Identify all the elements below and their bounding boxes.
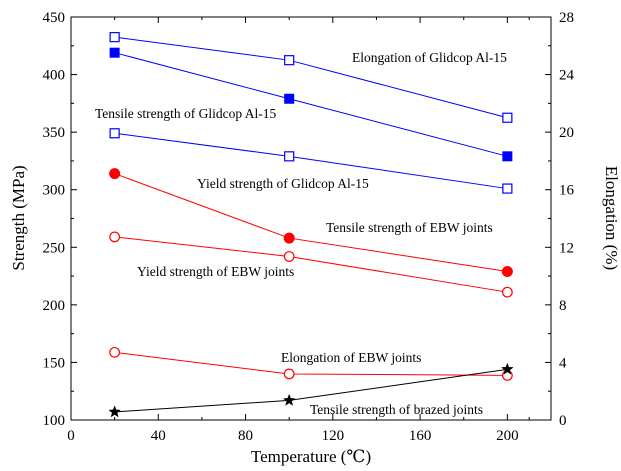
- tick-labels: 0 40 80 120 160 200 100 150 200 250 300 350 400 450 0 4…: [43, 10, 575, 444]
- y-left-tick-label: 150: [43, 355, 66, 371]
- tensile-strength-of-glidcop-al-15-point: [284, 93, 295, 104]
- elongation-of-ebw-joints-point: [283, 368, 295, 380]
- elongation-of-glidcop-al-15-point: [502, 112, 513, 123]
- tensile-strength-of-glidcop-al-15-point: [109, 47, 120, 58]
- x-axis-title: Temperature (℃): [251, 447, 371, 466]
- y-axis-left-title: Strength (MPa): [9, 165, 28, 270]
- tensile-strength-of-brazed-joints-point: [282, 393, 296, 406]
- y-right-tick-label: 20: [559, 125, 574, 141]
- yield-strength-of-ebw-joints-point: [501, 286, 513, 298]
- series-annotations: Elongation of Glidcop Al-15 Tensile stren…: [95, 50, 507, 417]
- y-right-tick-label: 12: [559, 240, 574, 256]
- tensile-strength-of-glidcop-al-15-point: [502, 151, 513, 162]
- tensile-strength-of-brazed-joints-point: [500, 362, 514, 375]
- tensile-strength-of-ebw-joints-point: [501, 265, 513, 277]
- x-tick-label: 200: [496, 428, 519, 444]
- y-right-tick-label: 24: [559, 68, 575, 84]
- y-left-tick-label: 350: [43, 125, 66, 141]
- y-right-tick-label: 16: [559, 183, 575, 199]
- y-left-tick-label: 250: [43, 240, 66, 256]
- x-tick-label: 0: [67, 428, 75, 444]
- y-left-tick-label: 400: [43, 68, 66, 84]
- yield-strength-of-ebw-joints-annotation: Yield strength of EBW joints: [137, 264, 294, 279]
- y-right-tick-label: 28: [559, 10, 574, 26]
- elongation-of-ebw-joints-point: [109, 346, 121, 358]
- elongation-of-ebw-joints-annotation: Elongation of EBW joints: [281, 350, 421, 365]
- tensile-strength-of-brazed-joints-annotation: Tensile strength of brazed joints: [310, 402, 483, 417]
- series-group: [108, 32, 514, 418]
- y-right-tick-label: 8: [559, 298, 567, 314]
- elongation-of-glidcop-al-15-point: [284, 55, 295, 66]
- x-tick-label: 120: [322, 428, 345, 444]
- x-tick-label: 160: [409, 428, 432, 444]
- yield-strength-of-ebw-joints-point: [283, 251, 295, 262]
- tensile-strength-of-ebw-joints-point: [283, 232, 295, 244]
- tensile-strength-of-ebw-joints-annotation: Tensile strength of EBW joints: [326, 220, 493, 235]
- yield-strength-of-glidcop-al-15-annotation: Yield strength of Glidcop Al-15: [197, 176, 369, 191]
- y-left-tick-label: 300: [43, 183, 66, 199]
- yield-strength-of-glidcop-al-15-point: [502, 183, 513, 194]
- elongation-of-glidcop-al-15-point: [109, 32, 120, 43]
- y-right-tick-label: 0: [559, 413, 567, 429]
- y-right-tick-label: 4: [559, 355, 567, 371]
- y-left-tick-label: 200: [43, 298, 66, 314]
- yield-strength-of-glidcop-al-15-point: [109, 128, 120, 139]
- tensile-strength-of-brazed-joints-point: [108, 405, 122, 418]
- tick-marks: [70, 16, 551, 421]
- yield-strength-of-glidcop-al-15-point: [284, 151, 295, 162]
- y-left-tick-label: 100: [43, 413, 66, 429]
- tensile-strength-of-ebw-joints-point: [109, 168, 121, 180]
- y-axis-right-title: Elongation (%): [602, 166, 621, 270]
- x-tick-label: 80: [238, 428, 253, 444]
- yield-strength-of-ebw-joints-point: [109, 231, 121, 243]
- y-left-tick-label: 450: [43, 10, 66, 26]
- tensile-strength-of-glidcop-al-15-annotation: Tensile strength of Glidcop Al-15: [95, 106, 277, 121]
- elongation-of-glidcop-al-15-annotation: Elongation of Glidcop Al-15: [352, 50, 507, 65]
- x-tick-label: 40: [151, 428, 166, 444]
